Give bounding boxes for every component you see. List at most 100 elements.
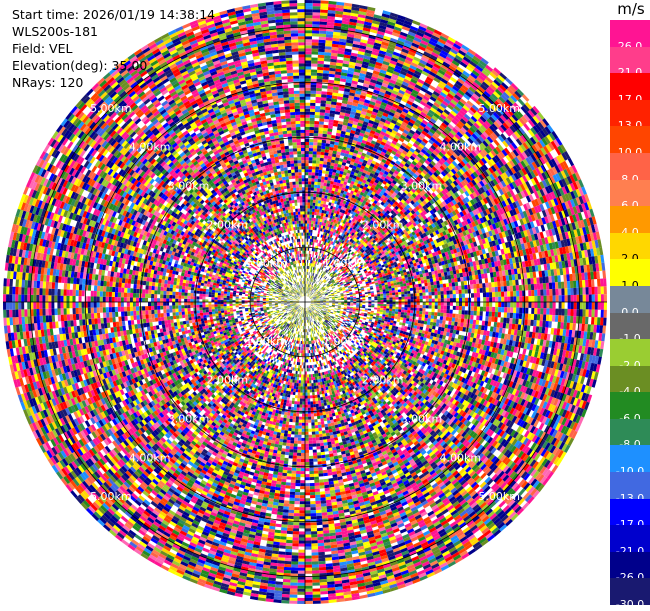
velocity-gate (500, 281, 504, 286)
velocity-gate (318, 176, 322, 179)
velocity-gate (391, 286, 394, 289)
velocity-gate (506, 275, 510, 281)
velocity-gate (318, 133, 323, 136)
velocity-gate (357, 276, 360, 279)
velocity-gate (427, 279, 431, 283)
velocity-gate (316, 97, 322, 100)
velocity-gate (515, 280, 519, 286)
velocity-gate (439, 277, 443, 281)
velocity-gate (554, 276, 558, 283)
velocity-gate (401, 286, 404, 289)
velocity-gate (309, 133, 314, 136)
velocity-gate (305, 18, 312, 21)
velocity-gate (318, 231, 320, 234)
velocity-gate (312, 39, 319, 42)
velocity-gate (312, 18, 320, 21)
velocity-gate (313, 203, 316, 206)
velocity-gate (386, 295, 389, 297)
velocity-gate (305, 124, 310, 127)
velocity-gate (419, 293, 422, 296)
velocity-gate (325, 174, 329, 178)
velocity-gate (500, 276, 504, 282)
velocity-gate (353, 297, 356, 299)
velocity-gate (305, 169, 309, 172)
velocity-gate (383, 296, 386, 298)
velocity-gate (311, 227, 313, 230)
velocity-gate (315, 203, 318, 206)
velocity-gate (404, 289, 407, 292)
velocity-gate (410, 288, 413, 291)
velocity-gate (425, 289, 428, 292)
velocity-gate (305, 9, 313, 12)
velocity-gate (312, 160, 316, 163)
velocity-gate (314, 182, 317, 185)
velocity-gate (494, 282, 498, 287)
velocity-gate (317, 79, 323, 82)
velocity-gate (313, 9, 321, 12)
velocity-gate (326, 98, 332, 102)
velocity-gate (311, 76, 317, 79)
velocity-gate (324, 52, 331, 56)
velocity-gate (317, 142, 321, 145)
velocity-gate (310, 242, 312, 245)
velocity-gate (324, 158, 328, 162)
velocity-gate (321, 3, 329, 7)
velocity-gate (305, 73, 311, 76)
velocity-gate (312, 24, 319, 27)
velocity-gate (536, 277, 540, 283)
velocity-gate (371, 278, 374, 281)
velocity-gate (307, 221, 309, 224)
velocity-gate (431, 288, 434, 292)
velocity-gate (305, 184, 308, 187)
velocity-gate (403, 286, 406, 289)
velocity-gate (321, 91, 327, 95)
velocity-gate (311, 88, 317, 91)
velocity-gate (401, 292, 404, 295)
velocity-gate (347, 294, 350, 296)
velocity-gate (310, 103, 315, 106)
velocity-gate (452, 286, 455, 290)
velocity-gate (326, 165, 330, 169)
velocity-gate (317, 262, 319, 265)
velocity-gate (438, 291, 441, 295)
velocity-gate (464, 281, 468, 286)
velocity-gate (340, 272, 343, 275)
velocity-gate (314, 127, 319, 130)
velocity-gate (457, 277, 461, 282)
velocity-gate (324, 155, 328, 159)
velocity-gate (323, 73, 329, 77)
velocity-gate (317, 300, 320, 301)
velocity-gate (372, 281, 375, 284)
velocity-gate (315, 112, 320, 115)
velocity-gate (319, 121, 324, 124)
velocity-gate (316, 161, 320, 164)
velocity-gate (568, 158, 574, 166)
velocity-gate (325, 43, 332, 47)
velocity-gate (305, 133, 309, 136)
velocity-gate (415, 284, 418, 287)
velocity-gate (308, 187, 311, 190)
velocity-gate (339, 275, 342, 278)
velocity-gate (455, 282, 459, 286)
velocity-gate (497, 276, 501, 281)
velocity-gate (311, 273, 312, 276)
velocity-gate (322, 134, 327, 138)
velocity-gate (305, 193, 308, 196)
velocity-gate (320, 161, 324, 165)
velocity-gate (374, 294, 377, 296)
velocity-gate (324, 177, 328, 181)
velocity-gate (307, 233, 309, 236)
velocity-gate (398, 289, 401, 292)
velocity-gate (431, 285, 434, 289)
velocity-gate (533, 278, 537, 284)
velocity-gate (323, 164, 327, 168)
velocity-gate (350, 298, 353, 299)
velocity-gate (311, 181, 314, 184)
velocity-gate (311, 61, 317, 64)
velocity-gate (320, 182, 324, 186)
velocity-gate (315, 106, 320, 109)
velocity-gate (316, 155, 320, 158)
velocity-gate (377, 292, 380, 294)
velocity-gate (461, 281, 465, 286)
velocity-gate (305, 57, 311, 60)
